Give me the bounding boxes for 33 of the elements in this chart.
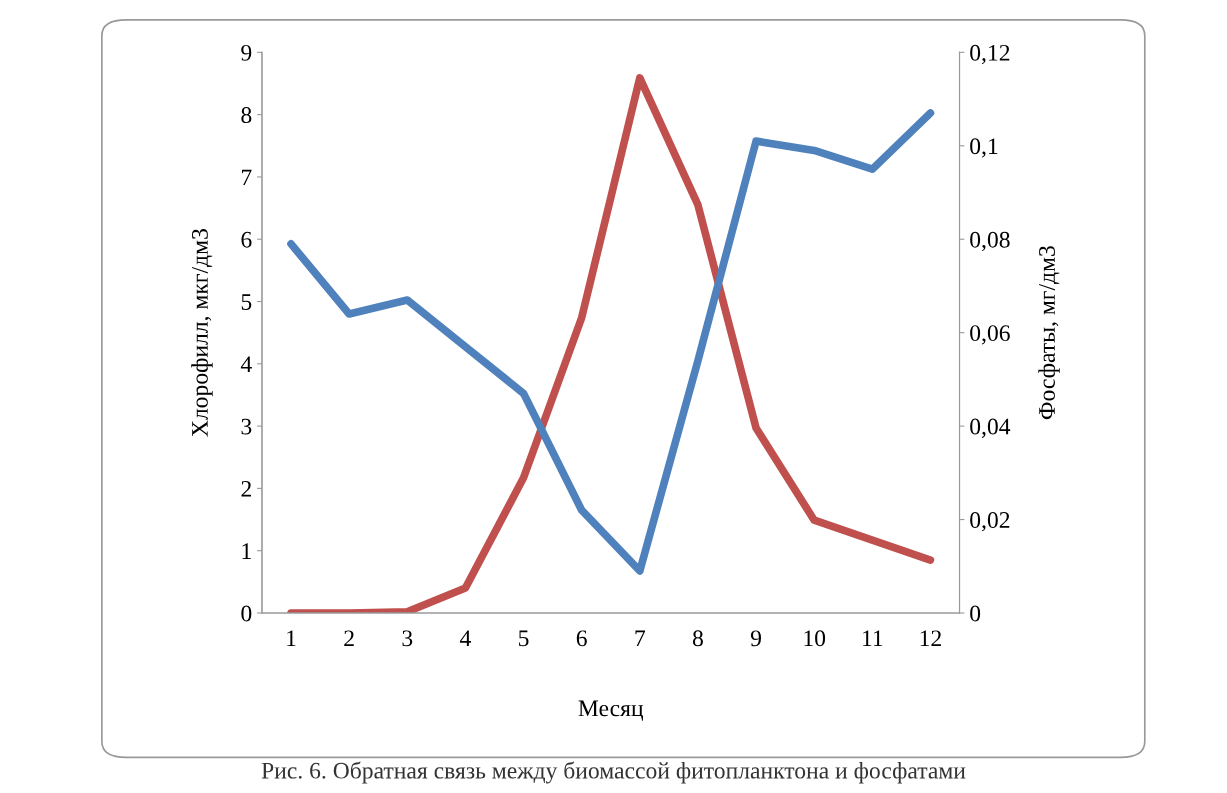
y-tick-label: 7 xyxy=(241,169,252,186)
y2-tick-label: 0,12 xyxy=(970,44,1010,65)
y-tick-label: 8 xyxy=(241,107,252,124)
y2-tick-label: 0,08 xyxy=(970,231,1010,252)
x-tick-label: 6 xyxy=(576,630,587,647)
text: Рис. 6. Обратная связь между биомассой фитопланктона и фосфатами xyxy=(261,761,966,784)
y-tick-label: 9 xyxy=(241,44,252,61)
y-tick-label: 6 xyxy=(241,231,252,248)
y-tick-label: 4 xyxy=(240,356,252,372)
y-tick-label: 5 xyxy=(241,294,252,310)
y2-tick-label: 0,06 xyxy=(970,325,1010,345)
y2-tick-label: 0 xyxy=(970,605,981,622)
y-tick-label: 0 xyxy=(241,605,252,622)
x-tick-label: 1 xyxy=(287,630,296,647)
x-tick-label: 7 xyxy=(635,630,646,647)
x-tick-label: 10 xyxy=(804,630,826,647)
x-tick-label: 12 xyxy=(920,630,941,647)
x-tick-label: 9 xyxy=(750,630,761,647)
y-tick-label: 3 xyxy=(241,418,252,435)
y2-tick-label: 0,04 xyxy=(970,418,1011,438)
y-tick-label: 2 xyxy=(241,480,251,497)
x-tick-label: 4 xyxy=(459,630,471,647)
x-tick-label: 5 xyxy=(519,630,529,647)
y-axis-title: Хлорофилл, мкг/дм3 xyxy=(191,229,213,437)
y2-tick-label: 0,1 xyxy=(970,138,998,158)
x-tick-label: 8 xyxy=(692,630,703,647)
x-axis-title: Месяц xyxy=(578,700,644,721)
x-tick-label: 3 xyxy=(402,630,413,647)
y2-axis-title: Фосфаты, мг/дм3 xyxy=(1038,246,1060,420)
x-tick-label: 11 xyxy=(863,630,883,647)
y2-tick-label: 0,02 xyxy=(970,512,1010,532)
x-tick-label: 2 xyxy=(344,630,354,647)
y-tick-label: 1 xyxy=(242,543,251,559)
